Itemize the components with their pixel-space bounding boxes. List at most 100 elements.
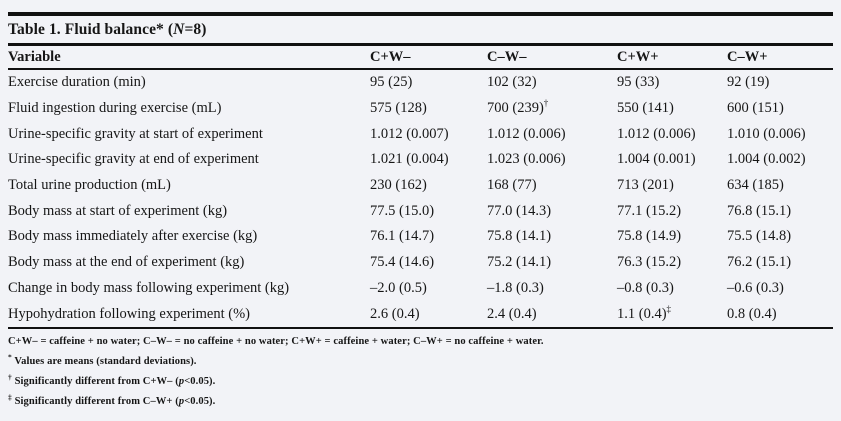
- row-label: Body mass immediately after exercise (kg…: [8, 228, 258, 245]
- cell-value: 76.2 (15.1): [727, 254, 792, 271]
- row-label: Urine-specific gravity at start of exper…: [8, 125, 263, 142]
- cell-value: 634 (185): [727, 177, 784, 194]
- table-top-rule: [8, 12, 833, 16]
- cell-value: 95 (33): [617, 74, 660, 91]
- row-cell: 76.3 (15.2): [617, 254, 727, 271]
- cell-value: –0.8 (0.3): [617, 279, 674, 296]
- row-cell: 600 (151): [727, 100, 833, 117]
- cell-value: 2.6 (0.4): [370, 305, 420, 322]
- table-body: Exercise duration (min) 95 (25) 102 (32)…: [8, 70, 833, 327]
- cell-value: 77.1 (15.2): [617, 202, 682, 219]
- footnote-italic-text: p: [178, 396, 185, 407]
- cell-value: 600 (151): [727, 100, 784, 117]
- cell-value: 1.012 (0.007): [370, 125, 449, 142]
- table-footnotes: C+W– = caffeine + no water; C–W– = no ca…: [8, 335, 833, 415]
- footnote-italic-text: p: [178, 376, 185, 387]
- column-header-cw1: C+W–: [370, 48, 411, 65]
- footnote-marker: *: [8, 352, 12, 362]
- footnote-text: Significantly different from C+W– (: [11, 376, 179, 387]
- row-label: Hypohydration following experiment (%): [8, 305, 251, 322]
- cell-value: 1.1 (0.4): [617, 305, 667, 322]
- row-cell: –2.0 (0.5): [370, 280, 487, 297]
- row-cell: 1.1 (0.4)‡: [617, 303, 727, 323]
- cell-value: 92 (19): [727, 74, 770, 91]
- row-label: Fluid ingestion during exercise (mL): [8, 100, 222, 117]
- table-title-n-italic: N: [173, 21, 185, 38]
- row-cell: 76.1 (14.7): [370, 228, 487, 245]
- cell-value: 230 (162): [370, 177, 427, 194]
- footnote: * Values are means (standard deviations)…: [8, 352, 833, 375]
- row-cell: 2.6 (0.4): [370, 306, 487, 323]
- table-row: Fluid ingestion during exercise (mL) 575…: [8, 96, 833, 122]
- table-title-text: Table 1. Fluid balance* (: [8, 21, 174, 38]
- cell-value: 1.010 (0.006): [727, 125, 806, 142]
- row-cell: 75.4 (14.6): [370, 254, 487, 271]
- cell-value: 1.004 (0.002): [727, 151, 806, 168]
- cell-value: 75.8 (14.9): [617, 228, 682, 245]
- column-header-cw2: C–W–: [487, 48, 527, 65]
- row-cell: 1.012 (0.006): [487, 126, 617, 143]
- table-row: Total urine production (mL) 230 (162) 16…: [8, 173, 833, 199]
- row-cell: 168 (77): [487, 177, 617, 194]
- row-cell: 1.012 (0.007): [370, 126, 487, 143]
- footnote-marker: †: [8, 372, 12, 382]
- table-row: Exercise duration (min) 95 (25) 102 (32)…: [8, 70, 833, 96]
- cell-value: 168 (77): [487, 177, 537, 194]
- cell-value: 77.5 (15.0): [370, 202, 435, 219]
- table-title-suffix: =8): [184, 21, 207, 38]
- row-cell: 1.004 (0.002): [727, 151, 833, 168]
- row-cell: 92 (19): [727, 74, 833, 91]
- row-cell: 550 (141): [617, 100, 727, 117]
- column-header-cw4: C–W+: [727, 48, 768, 65]
- row-cell: 1.023 (0.006): [487, 151, 617, 168]
- cell-value: 76.1 (14.7): [370, 228, 435, 245]
- row-cell: –0.8 (0.3): [617, 280, 727, 297]
- cell-value: 75.8 (14.1): [487, 228, 552, 245]
- table-row: Urine-specific gravity at end of experim…: [8, 147, 833, 173]
- header-divider-rule: [8, 68, 833, 70]
- row-cell: 102 (32): [487, 74, 617, 91]
- row-label: Urine-specific gravity at end of experim…: [8, 151, 259, 168]
- cell-value: 77.0 (14.3): [487, 202, 552, 219]
- row-cell: 575 (128): [370, 100, 487, 117]
- cell-superscript: †: [543, 98, 549, 109]
- row-cell: 75.8 (14.1): [487, 228, 617, 245]
- cell-value: 1.023 (0.006): [487, 151, 566, 168]
- row-label: Change in body mass following experiment…: [8, 279, 290, 296]
- cell-value: –2.0 (0.5): [370, 279, 427, 296]
- table-row: Hypohydration following experiment (%) 2…: [8, 301, 833, 327]
- cell-value: 713 (201): [617, 177, 674, 194]
- row-cell: 75.8 (14.9): [617, 228, 727, 245]
- footnote-text-end: <0.05).: [184, 396, 216, 407]
- row-cell: 230 (162): [370, 177, 487, 194]
- footnote: ‡ Significantly different from C–W+ (p<0…: [8, 393, 833, 415]
- table-title: Table 1. Fluid balance* (N=8): [8, 21, 206, 40]
- row-cell: 77.5 (15.0): [370, 203, 487, 220]
- cell-superscript: ‡: [666, 303, 672, 314]
- row-cell: 95 (33): [617, 74, 727, 91]
- column-header-variable: Variable: [8, 48, 61, 65]
- row-label: Body mass at start of experiment (kg): [8, 202, 228, 219]
- row-cell: 95 (25): [370, 74, 487, 91]
- row-cell: 76.2 (15.1): [727, 254, 833, 271]
- footnote: C+W– = caffeine + no water; C–W– = no ca…: [8, 335, 833, 355]
- row-cell: 75.2 (14.1): [487, 254, 617, 271]
- footnote-text: C+W– = caffeine + no water; C–W– = no ca…: [8, 336, 544, 347]
- cell-value: 1.021 (0.004): [370, 151, 449, 168]
- row-cell: 2.4 (0.4): [487, 306, 617, 323]
- row-cell: 76.8 (15.1): [727, 203, 833, 220]
- title-divider-rule: [8, 43, 833, 46]
- row-cell: 634 (185): [727, 177, 833, 194]
- column-header-cw3: C+W+: [617, 48, 659, 65]
- footnote: † Significantly different from C+W– (p<0…: [8, 372, 833, 395]
- row-cell: 0.8 (0.4): [727, 306, 833, 323]
- row-cell: 1.012 (0.006): [617, 126, 727, 143]
- table-row: Body mass at the end of experiment (kg) …: [8, 250, 833, 276]
- cell-value: –1.8 (0.3): [487, 279, 544, 296]
- cell-value: 102 (32): [487, 74, 537, 91]
- row-cell: 713 (201): [617, 177, 727, 194]
- cell-value: 76.3 (15.2): [617, 254, 682, 271]
- cell-value: 550 (141): [617, 100, 674, 117]
- cell-value: 76.8 (15.1): [727, 202, 792, 219]
